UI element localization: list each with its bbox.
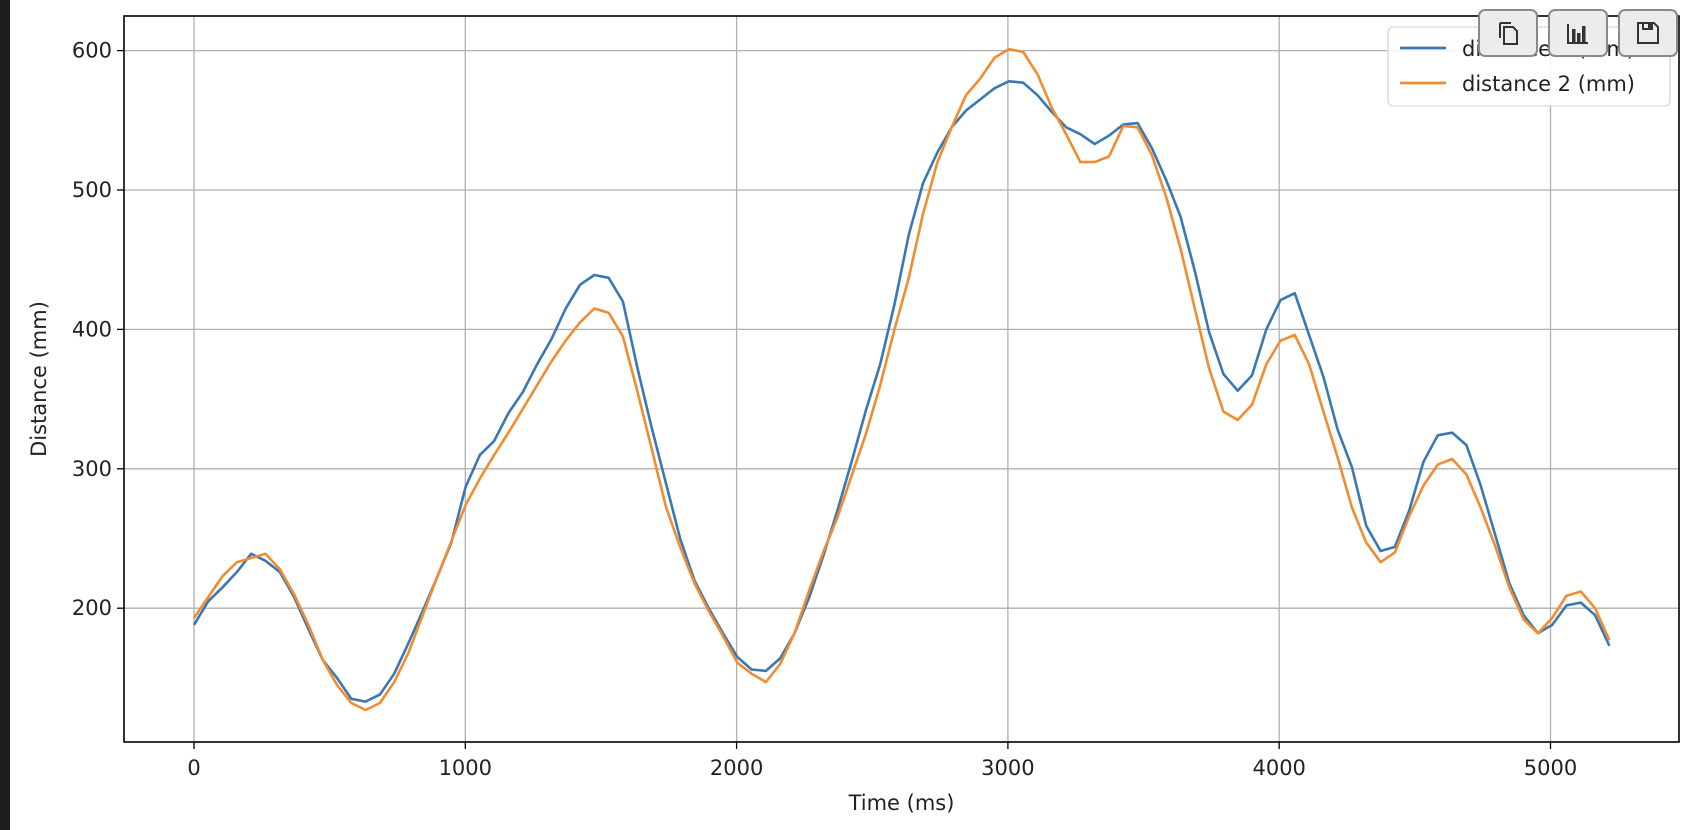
axis-ticks: 0 1000 2000 3000 4000 5000 200 300 400 500 600 [72, 39, 1577, 780]
x-tick-label: 3000 [981, 756, 1034, 780]
legend-label: distance 2 (mm) [1462, 72, 1635, 96]
copy-icon [1499, 22, 1518, 45]
x-tick-label: 2000 [710, 756, 763, 780]
x-tick-label: 1000 [439, 756, 492, 780]
y-tick-label: 400 [72, 317, 112, 341]
x-axis-label: Time (ms) [848, 791, 955, 815]
series-line-2 [192, 47, 1611, 712]
y-tick-label: 200 [72, 596, 112, 620]
grid-lines [124, 16, 1679, 742]
axes-frame [123, 15, 1680, 743]
y-tick-label: 500 [72, 178, 112, 202]
data-series [192, 47, 1611, 712]
bar-chart-icon [1567, 24, 1588, 44]
y-tick-label: 600 [72, 39, 112, 63]
x-tick-label: 5000 [1524, 756, 1577, 780]
window-left-edge [0, 0, 10, 830]
copy-button[interactable] [1478, 9, 1538, 57]
x-tick-label: 4000 [1252, 756, 1305, 780]
save-button[interactable] [1618, 9, 1678, 57]
chart-toolbar [1478, 9, 1678, 57]
chart-button[interactable] [1548, 9, 1608, 57]
x-tick-label: 0 [187, 756, 200, 780]
floppy-disk-icon [1637, 22, 1659, 44]
y-axis-label: Distance (mm) [27, 301, 51, 457]
y-tick-label: 300 [72, 457, 112, 481]
